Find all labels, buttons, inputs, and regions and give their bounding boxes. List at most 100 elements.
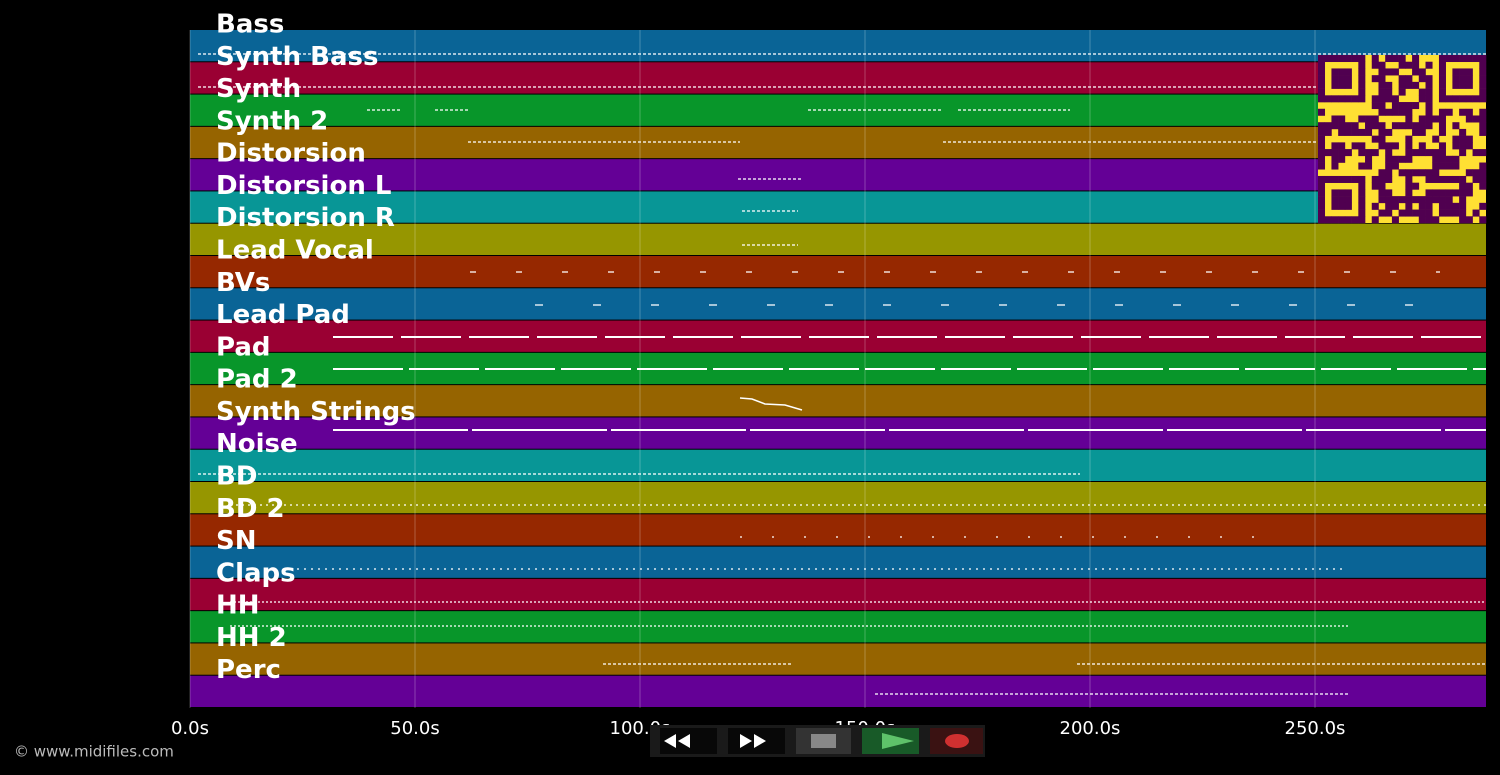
qr-cell bbox=[1412, 68, 1420, 76]
qr-cell bbox=[1385, 175, 1393, 183]
qr-cell bbox=[1405, 81, 1413, 89]
qr-cell bbox=[1452, 68, 1460, 76]
qr-cell bbox=[1445, 189, 1453, 197]
qr-cell bbox=[1425, 108, 1433, 116]
qr-cell bbox=[1398, 209, 1406, 217]
qr-cell bbox=[1452, 122, 1460, 130]
qr-cell bbox=[1418, 169, 1426, 177]
qr-cell bbox=[1445, 55, 1453, 63]
qr-cell bbox=[1371, 102, 1379, 110]
qr-cell bbox=[1318, 95, 1326, 103]
qr-cell bbox=[1459, 202, 1467, 210]
track-label: SN bbox=[216, 526, 257, 556]
qr-cell bbox=[1358, 202, 1366, 210]
track-label: BVs bbox=[216, 268, 270, 298]
qr-cell bbox=[1324, 149, 1332, 157]
qr-cell bbox=[1459, 216, 1467, 224]
qr-cell bbox=[1385, 189, 1393, 197]
play-icon bbox=[882, 733, 914, 749]
qr-cell bbox=[1385, 162, 1393, 170]
qr-cell bbox=[1338, 55, 1346, 63]
qr-cell bbox=[1358, 216, 1366, 224]
qr-cell bbox=[1371, 95, 1379, 103]
qr-cell bbox=[1412, 182, 1420, 190]
qr-cell bbox=[1425, 122, 1433, 130]
qr-cell bbox=[1452, 189, 1460, 197]
qr-cell bbox=[1405, 115, 1413, 123]
track-band bbox=[190, 126, 1486, 159]
qr-cell bbox=[1324, 122, 1332, 130]
qr-cell bbox=[1318, 175, 1326, 183]
qr-cell bbox=[1338, 196, 1346, 204]
qr-cell bbox=[1398, 169, 1406, 177]
qr-cell bbox=[1385, 55, 1393, 63]
qr-cell bbox=[1351, 128, 1359, 136]
qr-cell bbox=[1378, 68, 1386, 76]
qr-cell bbox=[1438, 142, 1446, 150]
qr-cell bbox=[1338, 142, 1346, 150]
qr-cell bbox=[1318, 61, 1326, 69]
qr-cell bbox=[1358, 162, 1366, 170]
qr-cell bbox=[1344, 128, 1352, 136]
notes bbox=[198, 53, 1486, 695]
qr-cell bbox=[1418, 209, 1426, 217]
qr-cell bbox=[1479, 149, 1487, 157]
qr-cell bbox=[1331, 175, 1339, 183]
qr-cell bbox=[1331, 189, 1339, 197]
qr-cell bbox=[1398, 61, 1406, 69]
qr-cell bbox=[1391, 142, 1399, 150]
track-band bbox=[190, 675, 1486, 707]
x-tick-label: 0.0s bbox=[171, 718, 209, 739]
qr-cell bbox=[1378, 135, 1386, 143]
qr-cell bbox=[1438, 115, 1446, 123]
qr-cell bbox=[1405, 108, 1413, 116]
qr-cell bbox=[1331, 115, 1339, 123]
qr-cell bbox=[1365, 149, 1373, 157]
qr-cell bbox=[1378, 142, 1386, 150]
qr-cell bbox=[1405, 142, 1413, 150]
qr-cell bbox=[1385, 169, 1393, 177]
qr-cell bbox=[1378, 102, 1386, 110]
qr-cell bbox=[1432, 175, 1440, 183]
qr-cell bbox=[1385, 209, 1393, 217]
qr-cell bbox=[1324, 128, 1332, 136]
qr-cell bbox=[1358, 95, 1366, 103]
qr-cell bbox=[1432, 216, 1440, 224]
qr-cell bbox=[1385, 68, 1393, 76]
forward-icon bbox=[740, 734, 766, 748]
x-tick-label: 50.0s bbox=[390, 718, 439, 739]
qr-cell bbox=[1418, 216, 1426, 224]
qr-cell bbox=[1412, 149, 1420, 157]
qr-cell bbox=[1378, 61, 1386, 69]
track-label: HH 2 bbox=[216, 623, 287, 653]
qr-cell bbox=[1432, 196, 1440, 204]
qr-cell bbox=[1358, 209, 1366, 217]
qr-cell bbox=[1412, 81, 1420, 89]
qr-cell bbox=[1479, 88, 1487, 96]
qr-cell bbox=[1425, 149, 1433, 157]
qr-cell bbox=[1385, 196, 1393, 204]
qr-cell bbox=[1365, 155, 1373, 163]
qr-cell bbox=[1425, 216, 1433, 224]
qr-cell bbox=[1378, 122, 1386, 130]
qr-cell bbox=[1438, 189, 1446, 197]
qr-cell bbox=[1465, 135, 1473, 143]
qr-cell bbox=[1344, 68, 1352, 76]
qr-cell bbox=[1331, 95, 1339, 103]
qr-cell bbox=[1412, 196, 1420, 204]
qr-cell bbox=[1425, 88, 1433, 96]
qr-cell bbox=[1412, 61, 1420, 69]
track-band bbox=[190, 546, 1486, 578]
qr-cell bbox=[1338, 115, 1346, 123]
qr-cell bbox=[1418, 95, 1426, 103]
qr-cell bbox=[1358, 149, 1366, 157]
qr-cell bbox=[1391, 155, 1399, 163]
track-label: Synth Strings bbox=[216, 397, 416, 427]
qr-cell bbox=[1338, 75, 1346, 83]
qr-cell bbox=[1344, 175, 1352, 183]
qr-cell bbox=[1445, 209, 1453, 217]
qr-cell bbox=[1358, 128, 1366, 136]
qr-cell bbox=[1452, 155, 1460, 163]
qr-cell bbox=[1324, 95, 1332, 103]
